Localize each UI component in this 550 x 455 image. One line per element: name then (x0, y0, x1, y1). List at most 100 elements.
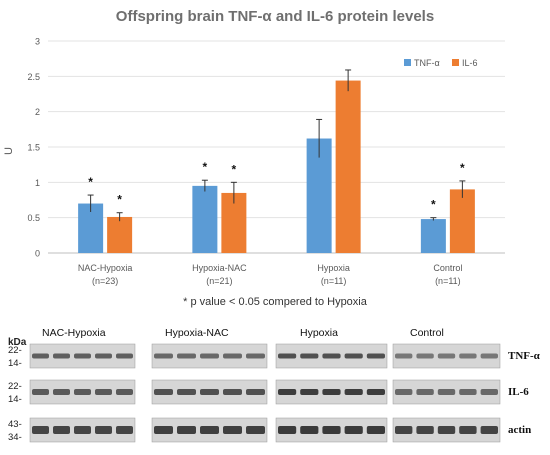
blot-band (246, 389, 265, 395)
blot-band (344, 389, 363, 395)
blot-band (459, 426, 477, 434)
blot-band (437, 426, 456, 434)
bar-il6 (335, 80, 361, 253)
bar-chart: 0 0.5 1 1.5 2 2.5 3 U * * * * * * NAC-Hypoxia (n=23)… (3, 37, 505, 286)
x-category-n: (n=11) (435, 276, 461, 286)
blot-band (278, 389, 297, 395)
blot-band (416, 389, 434, 395)
blot-band (154, 353, 173, 359)
blot-band (300, 426, 319, 434)
legend-swatch (452, 59, 459, 66)
blot-band (416, 353, 434, 359)
y-tick-label: 1.5 (27, 143, 40, 153)
bar-il6 (107, 216, 133, 253)
blot-band (437, 389, 456, 395)
blot-band (416, 426, 434, 434)
y-axis-ticks: 0 0.5 1 1.5 2 2.5 3 (27, 37, 40, 259)
legend-label: IL-6 (462, 58, 478, 68)
blot-band (395, 353, 413, 359)
x-category-n: (n=21) (206, 276, 232, 286)
blot-band (480, 353, 498, 359)
blot-band (366, 353, 385, 359)
blot-band (74, 353, 91, 359)
significance-star: * (117, 193, 122, 207)
blot-band (344, 353, 363, 359)
legend-label: TNF-α (414, 58, 440, 68)
blot-band (95, 353, 112, 359)
bar-tnf (192, 185, 218, 253)
blot-group-label: Control (410, 327, 444, 339)
bars (78, 80, 475, 253)
x-category-n: (n=11) (321, 276, 347, 286)
blot-band (223, 353, 242, 359)
blot-band (395, 389, 413, 395)
blot-band (322, 426, 341, 434)
kda-marker: 22- (8, 345, 22, 356)
blot-band (53, 353, 70, 359)
blot-band (116, 389, 133, 395)
blot-band (74, 426, 91, 434)
blot-band (246, 353, 265, 359)
x-category-label: NAC-Hypoxia (78, 263, 133, 273)
blot-band (278, 353, 297, 359)
blot-band (154, 389, 173, 395)
blot-band (32, 389, 49, 395)
x-category-label: Control (433, 263, 462, 273)
blot-band (32, 353, 49, 359)
legend-swatch (404, 59, 411, 66)
blot-band (200, 389, 219, 395)
blot-band (53, 389, 70, 395)
blot-band (437, 353, 456, 359)
blot-group-label: NAC-Hypoxia (42, 327, 106, 339)
blot-band (366, 426, 385, 434)
legend: TNF-α IL-6 (404, 58, 478, 68)
significance-star: * (88, 175, 93, 189)
x-axis-categories: NAC-Hypoxia (n=23) Hypoxia-NAC (n=21) Hypoxi… (78, 263, 463, 286)
blot-band (200, 353, 219, 359)
blot-band (459, 389, 477, 395)
significance-footnote: * p value < 0.05 compered to Hypoxia (183, 296, 367, 308)
x-category-label: Hypoxia-NAC (192, 263, 247, 273)
bar-il6 (449, 189, 475, 253)
western-blot: kDa NAC-Hypoxia Hypoxia-NAC Hypoxia Control… (8, 327, 541, 443)
blot-protein-label: actin (508, 424, 531, 436)
y-tick-label: 2.5 (27, 72, 40, 82)
blot-band (300, 389, 319, 395)
y-tick-label: 2 (35, 107, 40, 117)
bar-tnf (420, 219, 446, 253)
kda-marker: 43- (8, 419, 22, 430)
y-tick-label: 1 (35, 178, 40, 188)
significance-markers: * * * * * * (88, 160, 465, 211)
blot-band (459, 353, 477, 359)
blot-band (95, 426, 112, 434)
blot-band (366, 389, 385, 395)
blot-band (32, 426, 49, 434)
blot-band (322, 353, 341, 359)
kda-marker: 14- (8, 394, 22, 405)
blot-group-labels: NAC-Hypoxia Hypoxia-NAC Hypoxia Control (42, 327, 444, 339)
x-category-n: (n=23) (92, 276, 118, 286)
blot-band (154, 426, 173, 434)
kda-marker: 34- (8, 432, 22, 443)
blot-band (278, 426, 297, 434)
significance-star: * (232, 162, 237, 176)
kda-marker: 22- (8, 381, 22, 392)
blot-band (116, 426, 133, 434)
blot-rows: 22- 14- TNF-α 22- 14- IL-6 43- 34- actin (8, 343, 541, 443)
blot-band (223, 426, 242, 434)
kda-header: kDa (8, 337, 27, 348)
significance-star: * (460, 161, 465, 175)
blot-band (116, 353, 133, 359)
significance-star: * (203, 160, 208, 174)
blot-band (395, 426, 413, 434)
blot-band (53, 426, 70, 434)
y-tick-label: 3 (35, 37, 40, 47)
kda-marker: 14- (8, 358, 22, 369)
error-bars (87, 69, 466, 222)
blot-group-label: Hypoxia (300, 327, 338, 339)
blot-band (322, 389, 341, 395)
chart-title: Offspring brain TNF-α and IL-6 protein l… (115, 8, 435, 25)
blot-band (177, 389, 196, 395)
significance-star: * (431, 198, 436, 212)
y-axis-label: U (3, 147, 15, 155)
